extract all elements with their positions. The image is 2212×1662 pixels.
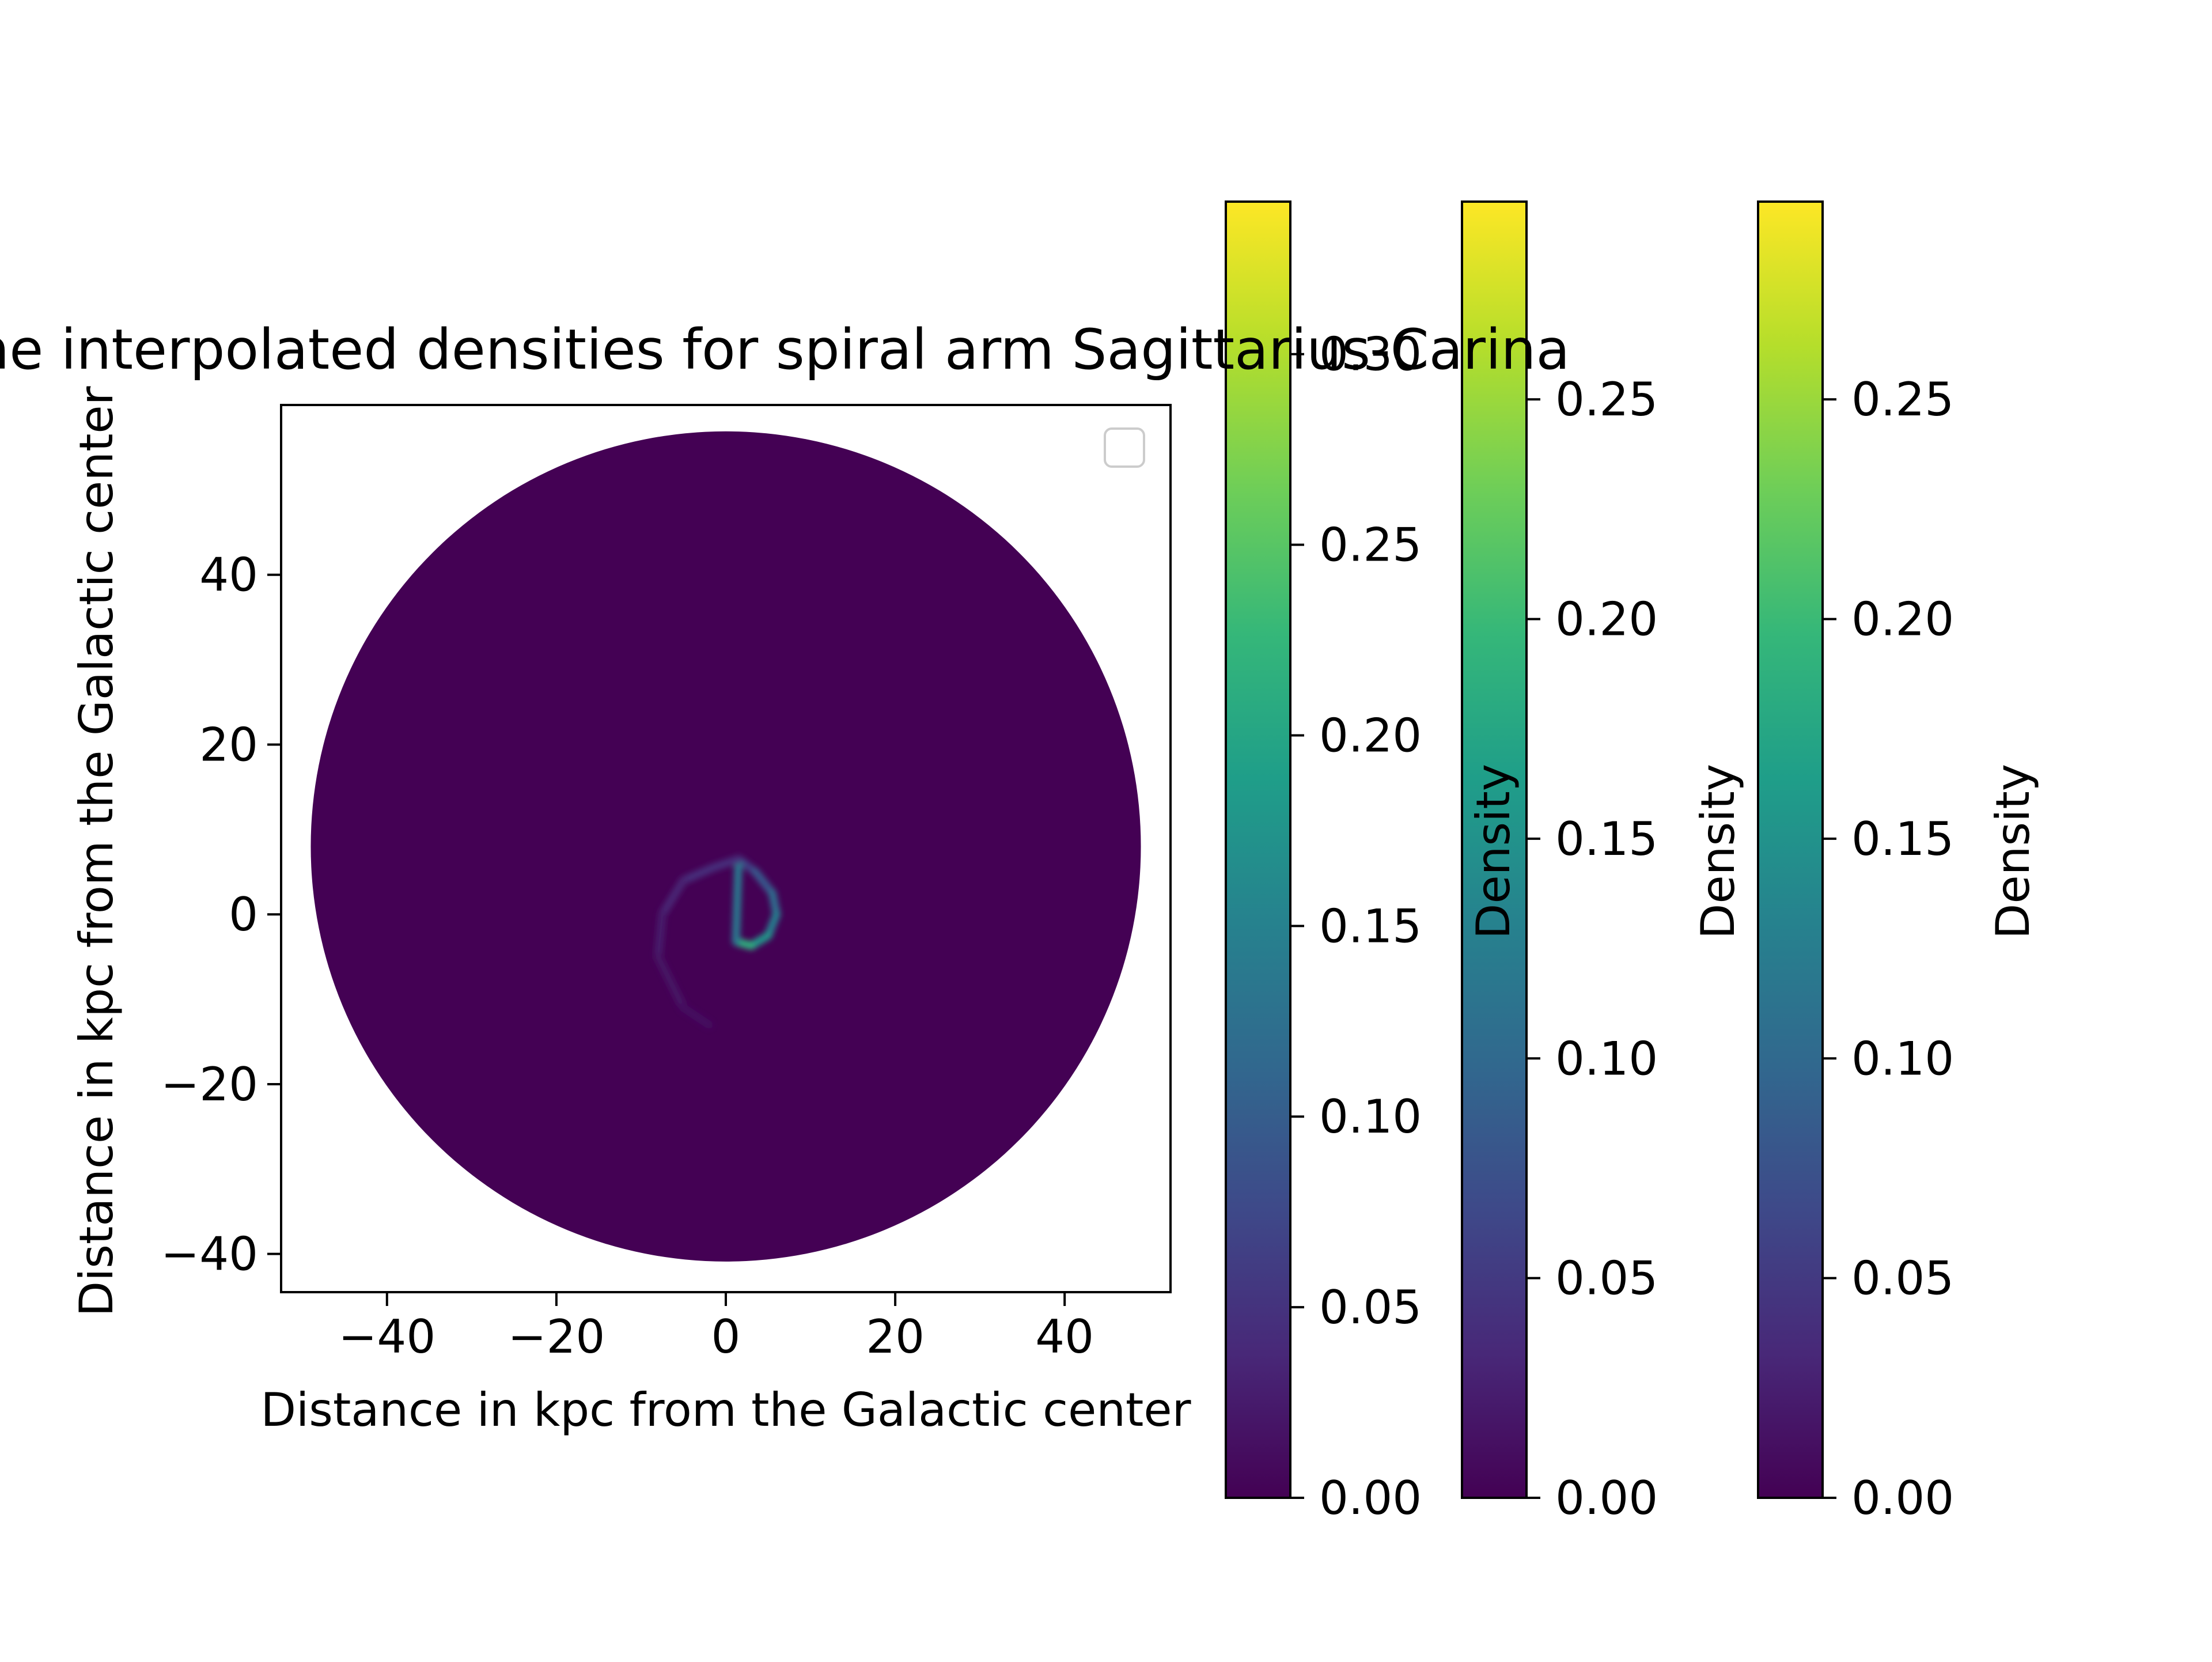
y-tick-label: −40 <box>161 1228 258 1281</box>
density-disk <box>310 431 1141 1262</box>
colorbars: 0.00 0.05 0.10 0.15 0.20 0.25 0.30 0.00 0.05 0.10… <box>1225 200 2040 1525</box>
legend-box <box>1104 427 1145 468</box>
colorbar-tick-label: 0.05 <box>1319 1281 1422 1334</box>
spiral-arm-segment <box>654 910 666 961</box>
colorbar-tick-label: 0.10 <box>1851 1032 1954 1085</box>
colorbar-tick-label: 0.10 <box>1319 1090 1422 1144</box>
main-axes: −40 −20 0 20 40 −40 −20 0 20 40 Distance in kpc … <box>70 386 1191 1437</box>
spiral-arm-segment <box>679 864 717 885</box>
y-tick-label: −20 <box>161 1058 258 1111</box>
x-tick-label: −20 <box>507 1310 605 1364</box>
colorbar-1: 0.00 0.05 0.10 0.15 0.20 0.25 0.30 <box>1225 200 1422 1525</box>
x-tick-label: 0 <box>711 1310 741 1364</box>
spiral-arm-segment <box>732 855 743 946</box>
spiral-arm-segment <box>709 855 743 872</box>
colorbar-tick-label: 0.20 <box>1851 593 1954 646</box>
y-axis-label: Distance in kpc from the Galactic center <box>70 386 123 1316</box>
colorbar-gradient <box>1757 200 1824 1499</box>
colorbar-tick-label: 0.00 <box>1851 1471 1954 1525</box>
spiral-arm-segment <box>658 876 688 919</box>
colorbar-tick-label: 0.30 <box>1319 328 1422 381</box>
colorbar-tick-label: 0.15 <box>1555 812 1658 866</box>
spiral-arm-segment <box>654 952 688 1012</box>
y-tick-label: 40 <box>199 548 258 602</box>
colorbar-label: Density <box>1986 764 2040 939</box>
colorbar-tick-label: 0.25 <box>1851 373 1954 426</box>
colorbar-tick-label: 0.20 <box>1319 709 1422 762</box>
colorbar-label: Density <box>1691 764 1745 939</box>
colorbar-3: 0.00 0.05 0.10 0.15 0.20 0.25 Density <box>1757 200 2040 1525</box>
colorbar-tick-label: 0.15 <box>1851 812 1954 866</box>
colorbar-tick-label: 0.05 <box>1555 1252 1658 1305</box>
x-tick-label: 40 <box>1035 1310 1094 1364</box>
y-tick-label: 0 <box>229 888 258 941</box>
colorbar-tick-label: 0.15 <box>1319 899 1422 953</box>
x-tick-label: −40 <box>338 1310 435 1364</box>
colorbar-tick-label: 0.10 <box>1555 1032 1658 1085</box>
y-axis-ticks: −40 −20 0 20 40 <box>161 548 281 1281</box>
colorbar-tick-label: 0.20 <box>1555 593 1658 646</box>
colorbar-gradient <box>1461 200 1528 1499</box>
x-axis-label: Distance in kpc from the Galactic center <box>260 1383 1191 1437</box>
colorbar-2: 0.00 0.05 0.10 0.15 0.20 0.25 Density <box>1461 200 1745 1525</box>
chart-title: of the interpolated densities for spiral… <box>0 317 1570 382</box>
x-tick-label: 20 <box>866 1310 925 1364</box>
spiral-arm-layer <box>654 855 781 1029</box>
spiral-arm-segment <box>679 1004 713 1029</box>
colorbar-tick-label: 0.00 <box>1319 1471 1422 1525</box>
spiral-arm-segment <box>751 868 777 898</box>
colorbar-tick-label: 0.05 <box>1851 1252 1954 1305</box>
colorbar-gradient <box>1225 200 1291 1499</box>
colorbar-tick-label: 0.25 <box>1555 373 1658 426</box>
colorbar-tick-label: 0.25 <box>1319 518 1422 572</box>
colorbar-tick-label: 0.00 <box>1555 1471 1658 1525</box>
y-tick-label: 20 <box>199 718 258 771</box>
colorbar-2-left-label: Density <box>1467 764 1520 939</box>
x-axis-ticks: −40 −20 0 20 40 <box>338 1292 1094 1364</box>
